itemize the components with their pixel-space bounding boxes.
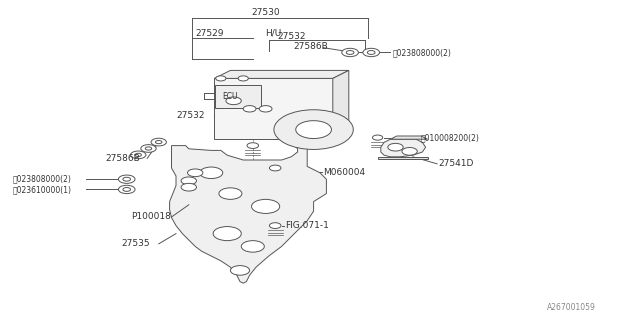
Circle shape (141, 145, 156, 152)
Circle shape (181, 177, 196, 185)
Circle shape (200, 167, 223, 179)
Polygon shape (390, 136, 428, 139)
Circle shape (388, 143, 403, 151)
Circle shape (230, 266, 250, 275)
Circle shape (131, 151, 146, 159)
Text: P100018: P100018 (131, 212, 171, 221)
Circle shape (118, 175, 135, 183)
Polygon shape (214, 70, 349, 78)
Circle shape (181, 183, 196, 191)
Bar (215, 85, 261, 108)
Circle shape (123, 188, 131, 191)
Text: ⒱010008200(2): ⒱010008200(2) (421, 134, 480, 143)
Text: M060004: M060004 (323, 168, 365, 177)
Circle shape (123, 177, 131, 181)
Text: ⓝ023808000(2): ⓝ023808000(2) (393, 48, 452, 57)
Text: 27535: 27535 (122, 239, 150, 248)
Text: 27532: 27532 (277, 32, 305, 41)
Circle shape (188, 169, 203, 177)
Text: 27541D: 27541D (438, 159, 474, 168)
Circle shape (346, 51, 354, 54)
Circle shape (367, 51, 375, 54)
Circle shape (259, 106, 272, 112)
Text: A267001059: A267001059 (547, 303, 596, 312)
Circle shape (156, 140, 162, 144)
Text: H/U: H/U (266, 29, 282, 38)
Circle shape (247, 143, 259, 148)
Circle shape (135, 153, 141, 156)
Circle shape (402, 148, 417, 155)
Polygon shape (333, 70, 349, 139)
Text: 27529: 27529 (195, 29, 224, 38)
Circle shape (372, 135, 383, 140)
Circle shape (145, 147, 152, 150)
Circle shape (296, 121, 332, 139)
Polygon shape (170, 146, 326, 283)
Text: ⓝ023610000(1): ⓝ023610000(1) (13, 185, 72, 194)
Bar (214, 78, 333, 139)
Text: 27586B: 27586B (106, 154, 140, 163)
Circle shape (241, 241, 264, 252)
Circle shape (238, 76, 248, 81)
Polygon shape (381, 139, 426, 157)
Polygon shape (378, 157, 428, 159)
Circle shape (213, 227, 241, 241)
Circle shape (274, 110, 353, 149)
Circle shape (363, 48, 380, 57)
Text: FIG.071-1: FIG.071-1 (285, 221, 329, 230)
Text: ECU: ECU (223, 92, 238, 100)
Circle shape (342, 48, 358, 57)
Circle shape (118, 185, 135, 194)
Circle shape (269, 165, 281, 171)
Text: 27532: 27532 (176, 111, 205, 120)
Circle shape (219, 188, 242, 199)
Circle shape (226, 97, 241, 105)
Circle shape (243, 106, 256, 112)
Circle shape (269, 223, 281, 228)
Circle shape (216, 76, 226, 81)
Circle shape (252, 199, 280, 213)
Text: 27530: 27530 (252, 8, 280, 17)
Text: ⓝ023808000(2): ⓝ023808000(2) (13, 175, 72, 184)
Text: 27586B: 27586B (293, 42, 328, 51)
Circle shape (151, 138, 166, 146)
